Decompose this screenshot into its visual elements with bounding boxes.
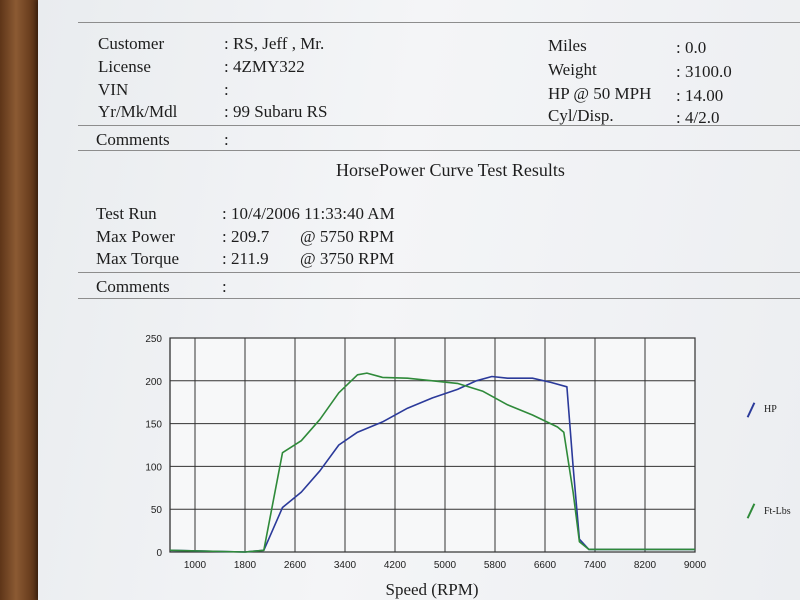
y-tick-label: 150: [145, 420, 162, 431]
weight-value: : 3100.0: [676, 62, 732, 81]
y-tick-label: 250: [145, 334, 162, 345]
x-tick-label: 8200: [634, 560, 657, 571]
hp50-label: HP @ 50 MPH: [548, 84, 652, 103]
vin-label: VIN: [98, 80, 129, 99]
y-tick-label: 200: [145, 377, 162, 388]
test-run-value: : 10/4/2006 11:33:40 AM: [222, 204, 395, 223]
max-torque-rpm: @ 3750 RPM: [300, 249, 395, 268]
x-tick-label: 9000: [684, 560, 707, 571]
comments-value-1: :: [224, 130, 229, 149]
chart-grid: [169, 337, 696, 553]
rule-2: [78, 125, 800, 126]
miles-value: : 0.0: [676, 38, 707, 57]
rule-4: [78, 272, 800, 273]
x-tick-label: 5800: [484, 560, 507, 571]
weight-label: Weight: [548, 60, 597, 79]
comments-label-2: Comments: [96, 277, 170, 296]
chart-ticks: 1000 1800 2600 3400 4200 5000 5800 6600 7400 8200…: [145, 334, 706, 571]
comments-value-2: :: [222, 277, 227, 296]
miles-label: Miles: [548, 36, 587, 55]
x-tick-label: 4200: [384, 560, 407, 571]
y-tick-label: 100: [145, 462, 162, 473]
x-axis-label: Speed (RPM): [385, 580, 478, 599]
customer-label: Customer: [98, 34, 165, 53]
legend-ftlbs-label: Ft-Lbs: [764, 506, 791, 517]
top-rule: [78, 22, 800, 23]
cyl-label: Cyl/Disp.: [548, 106, 614, 125]
comments-label-1: Comments: [96, 130, 170, 149]
vehicle-label: Yr/Mk/Mdl: [98, 102, 178, 121]
vin-value: :: [224, 80, 229, 99]
dyno-sheet: Customer : RS, Jeff , Mr. License : 4ZMY…: [38, 0, 800, 600]
rule-3: [78, 150, 800, 151]
series-line-ft-lbs: [169, 372, 695, 553]
max-power-rpm: @ 5750 RPM: [300, 227, 395, 246]
legend-hp-label: HP: [764, 404, 777, 415]
vehicle-value: : 99 Subaru RS: [224, 102, 328, 121]
x-tick-label: 7400: [584, 560, 607, 571]
y-tick-label: 0: [156, 548, 162, 559]
x-tick-label: 1800: [234, 560, 257, 571]
license-value: : 4ZMY322: [224, 57, 305, 76]
hp50-value: : 14.00: [676, 86, 724, 105]
x-tick-label: 1000: [184, 560, 207, 571]
cyl-value: : 4/2.0: [676, 108, 720, 127]
wood-background: [0, 0, 40, 600]
x-tick-label: 6600: [534, 560, 557, 571]
series-line-hp: [169, 375, 695, 553]
rule-5: [78, 298, 800, 299]
license-label: License: [98, 57, 151, 76]
test-run-label: Test Run: [96, 204, 157, 223]
customer-value: : RS, Jeff , Mr.: [224, 34, 325, 53]
chart-series: [169, 372, 695, 553]
max-torque-value: : 211.9: [222, 249, 269, 268]
x-tick-label: 3400: [334, 560, 357, 571]
x-tick-label: 2600: [284, 560, 307, 571]
x-tick-label: 5000: [434, 560, 457, 571]
y-tick-label: 50: [151, 505, 163, 516]
plot-frame: [169, 337, 696, 553]
max-power-value: : 209.7: [222, 227, 270, 246]
results-title: HorsePower Curve Test Results: [336, 160, 565, 180]
max-power-label: Max Power: [96, 227, 175, 246]
max-torque-label: Max Torque: [96, 249, 180, 268]
